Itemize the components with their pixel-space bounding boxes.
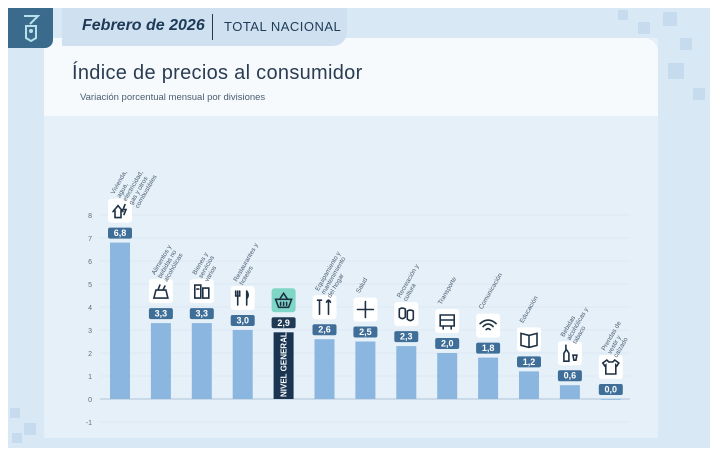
data-label: 2,5 [359, 327, 372, 337]
category-label: Recreación ycultura [396, 263, 427, 303]
category-label: Bebidasalcohólicas ytabaco [560, 302, 597, 345]
data-label: 3,3 [196, 309, 209, 319]
wifi-icon [476, 313, 501, 338]
data-label: 2,0 [441, 339, 454, 349]
bar [191, 323, 212, 399]
data-label-box [517, 356, 541, 368]
data-label-box [271, 317, 296, 329]
category-label: Equipamiento ymantenimientodel hogar [314, 250, 355, 299]
data-label: 2,3 [400, 332, 413, 342]
data-label-box [353, 326, 378, 338]
y-tick-label: 3 [88, 328, 92, 335]
category-label-line: Transporte [437, 276, 459, 306]
data-label-box [148, 308, 173, 320]
food-bag-icon [148, 279, 173, 304]
decor-pixel [680, 38, 692, 50]
bar [559, 385, 580, 399]
decor-pixel [10, 408, 20, 418]
tools-icon [312, 295, 337, 320]
y-tick-label: 8 [88, 213, 92, 220]
y-tick-label: 4 [88, 305, 92, 312]
data-label: 1,2 [523, 357, 536, 367]
category-label: Restaurantes yhoteles [232, 242, 266, 287]
data-label-box [108, 227, 132, 239]
cutlery-icon [230, 286, 255, 310]
bar [396, 346, 417, 399]
y-tick-label: 0 [88, 397, 92, 404]
bar [110, 242, 130, 399]
category-label: Salud [355, 276, 369, 294]
bar [478, 357, 499, 399]
tag-logo-icon [8, 8, 53, 48]
category-label-line: Salud [355, 276, 369, 294]
bar [437, 353, 458, 399]
bar [600, 399, 621, 400]
bar [519, 371, 539, 399]
header-scope: TOTAL NACIONAL [224, 19, 342, 34]
data-label: 0,0 [605, 385, 618, 395]
data-label-box [435, 338, 460, 349]
chart-subtitle: Variación porcentual mensual por divisio… [80, 92, 266, 103]
decor-pixel [638, 22, 650, 34]
bar [232, 330, 253, 399]
data-label: 3,3 [155, 309, 168, 319]
decor-pixel [668, 63, 684, 79]
data-label-box [476, 342, 501, 354]
y-tick-label: 7 [88, 236, 92, 243]
data-label-box [557, 370, 582, 382]
data-label: 1,8 [482, 343, 495, 353]
decor-pixel [693, 88, 705, 100]
bar [314, 339, 335, 399]
category-label: Transporte [437, 276, 459, 306]
tshirt-icon [598, 355, 623, 379]
data-label: 2,9 [277, 318, 290, 328]
category-label: NIVEL GENERAL [280, 332, 289, 397]
y-tick-label: -1 [86, 420, 92, 427]
data-label: 2,6 [318, 325, 331, 335]
category-label: Alimentos ybebidas noalcohólicas [151, 243, 186, 283]
decor-pixel [663, 12, 677, 26]
y-tick-label: 2 [88, 351, 92, 358]
category-label-line: Educación [519, 295, 540, 325]
y-tick-label: 1 [88, 374, 92, 381]
bottle-glass-icon [557, 341, 582, 366]
category-label: Bienes yserviciosvarios [191, 251, 222, 283]
health-cross-icon [353, 297, 378, 322]
header-date: Febrero de 2026 [82, 17, 205, 34]
decor-pixel [12, 433, 22, 443]
house-bolt-icon [108, 198, 132, 223]
category-label-line: Comunicación [478, 272, 505, 311]
category-label: Educación [519, 295, 540, 325]
data-label: 6,8 [114, 228, 127, 238]
basket-icon [271, 288, 296, 313]
y-tick-label: 6 [88, 259, 92, 266]
bar [273, 332, 294, 399]
theater-masks-icon [394, 302, 419, 327]
decor-pixel [618, 10, 628, 20]
chart-title: Índice de precios al consumidor [72, 62, 363, 84]
data-label-box [189, 308, 214, 320]
data-label: 3,0 [236, 316, 249, 326]
bus-icon [435, 309, 460, 333]
products-icon [189, 279, 214, 304]
data-label-box [230, 315, 255, 326]
category-label: Comunicación [478, 272, 505, 311]
bar [355, 341, 376, 399]
header-divider [212, 14, 213, 40]
book-icon [517, 327, 541, 352]
data-label: 0,6 [564, 371, 577, 381]
chart-card-header [44, 38, 658, 116]
y-tick-label: 5 [88, 282, 92, 289]
data-label-box [598, 384, 623, 395]
header-tab: Febrero de 2026 TOTAL NACIONAL [62, 8, 347, 46]
data-label-box [312, 324, 337, 336]
bar [150, 323, 171, 399]
decor-pixel [24, 423, 36, 435]
data-label-box [394, 331, 419, 343]
